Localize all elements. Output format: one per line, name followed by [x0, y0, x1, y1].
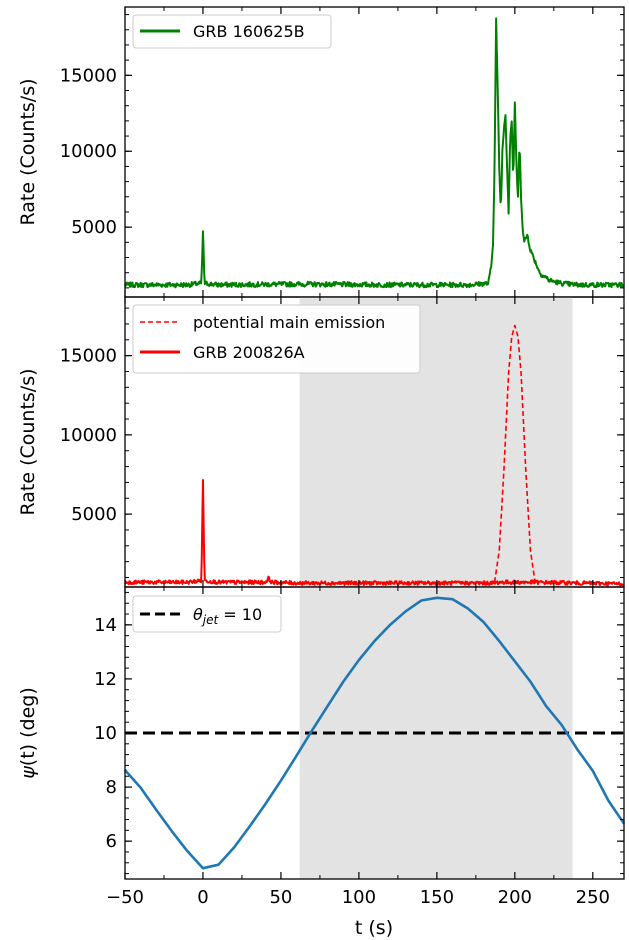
bottom-xtick-label: −50 [106, 887, 144, 908]
top-ytick-label: 15000 [60, 65, 117, 86]
top-legend-label-grb160625b: GRB 160625B [193, 22, 305, 41]
bottom-ytick-label: 8 [106, 777, 117, 798]
top-legend-box [132, 14, 332, 49]
bottom-xtick-label: 200 [498, 887, 532, 908]
bottom-legend-box [132, 595, 282, 633]
middle-legend-label-grb200826a: GRB 200826A [193, 343, 305, 362]
middle-series-layer [124, 324, 624, 587]
middle-series-grb-200826a [124, 479, 624, 587]
middle-ytick-label: 10000 [60, 425, 117, 446]
panel-top: 5000 10000 15000 Rate (Counts/s) GRB 16062… [17, 6, 625, 298]
panel-bottom: 6 8 10 12 14 −50 0 50 100 150 200 250 ψ(t) (deg) t … [17, 586, 626, 939]
middle-series-potential-main-emission [493, 324, 536, 583]
top-ylabel: Rate (Counts/s) [17, 78, 39, 225]
bottom-ylabel: ψ(t) (deg) [17, 687, 39, 779]
bottom-ytick-label: 6 [106, 831, 117, 852]
bottom-series-psi-curve [124, 596, 626, 870]
bottom-legend: θjet = 10 [132, 595, 282, 633]
bottom-xtick-label: 250 [576, 887, 610, 908]
bottom-legend-label-theta-jet: θjet = 10 [193, 605, 262, 627]
bottom-ytick-label: 12 [94, 669, 117, 690]
top-series-grb-160625b [124, 17, 625, 289]
middle-ytick-label: 15000 [60, 346, 117, 367]
top-ytick-label: 10000 [60, 141, 117, 162]
bottom-xtick-label: 100 [342, 887, 376, 908]
top-plot-frame [124, 6, 625, 298]
top-ytick-label: 5000 [71, 217, 117, 238]
middle-ytick-label: 5000 [71, 504, 117, 525]
middle-legend-label-main-emission: potential main emission [193, 313, 385, 332]
middle-ylabel: Rate (Counts/s) [17, 368, 39, 515]
bottom-plot-frame [124, 586, 625, 880]
bottom-xtick-label: 50 [269, 887, 292, 908]
panel-middle: 5000 10000 15000 Rate (Counts/s) potential… [17, 296, 625, 588]
top-series-layer [124, 17, 625, 289]
bottom-xlabel: t (s) [355, 917, 393, 939]
bottom-xtick-label: 0 [197, 887, 208, 908]
bottom-ytick-label: 10 [94, 723, 117, 744]
bottom-xtick-label: 150 [420, 887, 454, 908]
top-legend: GRB 160625B [132, 14, 332, 49]
bottom-series-layer [124, 596, 626, 870]
middle-legend-box [132, 304, 421, 374]
bottom-ytick-label: 14 [94, 615, 117, 636]
middle-legend: potential main emission GRB 200826A [132, 304, 421, 374]
